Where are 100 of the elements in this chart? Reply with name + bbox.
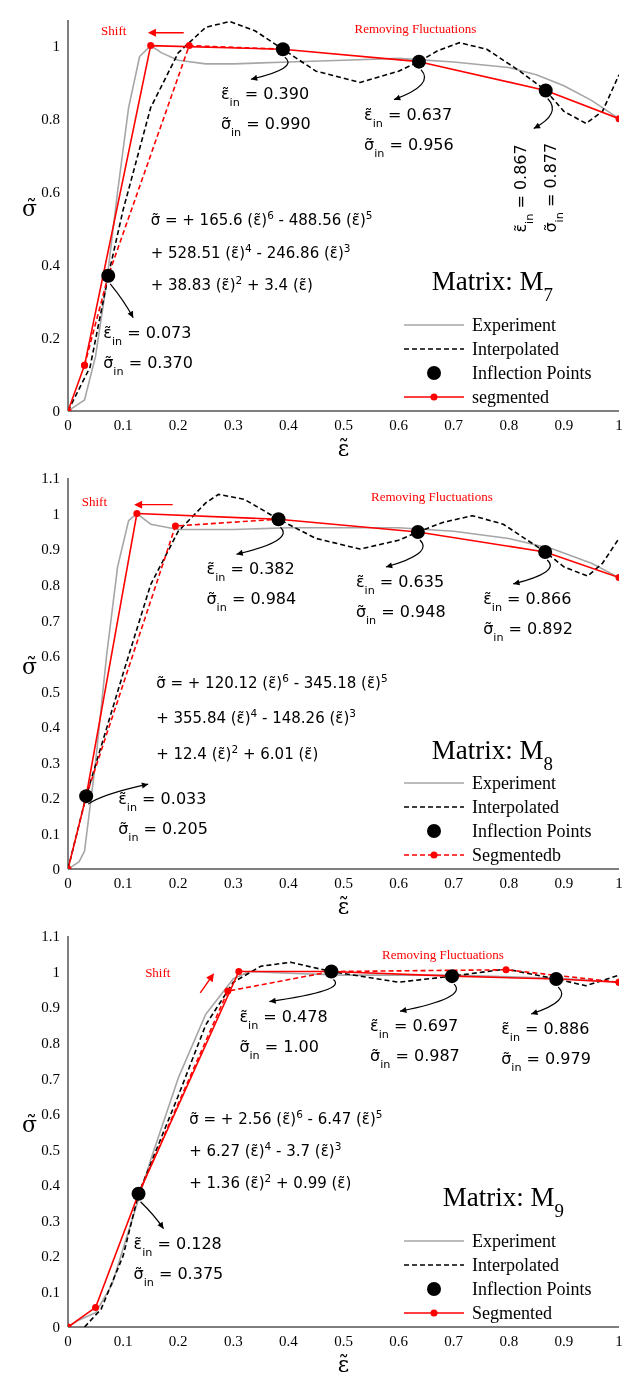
y-tick-label: 0.6 [41, 184, 61, 201]
point [171, 522, 179, 530]
x-tick-label: 0.4 [279, 1332, 299, 1349]
point [410, 525, 425, 540]
legend-label: Inflection Points [472, 821, 592, 841]
x-axis-title: ε̃ [337, 894, 350, 919]
y-tick-label: 0.4 [41, 719, 61, 736]
x-tick-label: 0.9 [554, 874, 574, 891]
legend-label: Interpolated [472, 339, 559, 359]
x-tick-label: 0.5 [334, 874, 353, 891]
y-tick-label: 0.9 [41, 999, 60, 1016]
annotation: σ̃ = + 165.6 (ε̃)$^{6}$ - 488.56 (ε̃)$^{5}$ [150, 208, 373, 229]
y-tick-label: 0.3 [41, 1212, 60, 1229]
y-tick-label: 0.6 [41, 648, 61, 665]
x-tick-label: 0.4 [279, 416, 299, 433]
annotation: Shift [145, 964, 171, 980]
annotation: Matrix: M$_{7}$ [431, 266, 553, 305]
y-tick-label: 0.8 [41, 110, 60, 127]
y-tick-label: 0.7 [41, 612, 61, 629]
x-tick-label: 0.2 [168, 416, 188, 433]
point [411, 54, 426, 69]
x-tick-label: 1 [615, 874, 623, 891]
annotation: ε̃$_{in}$ = 0.382 σ̃$_{in}$ = 0.984 [206, 559, 297, 614]
x-tick-label: 0.1 [113, 1332, 133, 1349]
point [445, 969, 460, 984]
annotation: ε̃$_{in}$ = 0.073 σ̃$_{in}$ = 0.370 [103, 322, 193, 378]
x-tick-label: 0.5 [334, 416, 353, 433]
point [101, 268, 116, 283]
annotation: ε̃$_{in}$ = 0.478 σ̃$_{in}$ = 1.00 [239, 1006, 328, 1062]
x-tick-label: 0.6 [389, 416, 409, 433]
x-tick-label: 0.1 [113, 416, 133, 433]
point [271, 512, 286, 527]
x-tick-label: 0.3 [223, 874, 243, 891]
point [185, 42, 193, 50]
y-axis-title: σ̃ [22, 653, 38, 679]
y-tick-label: 0.5 [41, 1141, 60, 1158]
annotation: Shift [101, 22, 127, 38]
x-tick-label: 0.3 [223, 416, 243, 433]
y-tick-label: 1 [52, 505, 60, 522]
x-tick-label: 0 [64, 874, 72, 891]
annotation: Removing Fluctuations [382, 947, 504, 963]
annotation: σ̃ = + 2.56 (ε̃)$^{6}$ - 6.47 (ε̃)$^{5}$ [189, 1108, 383, 1129]
y-tick-label: 1.1 [41, 928, 60, 945]
x-tick-label: 1 [615, 1332, 623, 1349]
x-tick-label: 0.7 [444, 1332, 464, 1349]
y-tick-label: 0.8 [41, 576, 60, 593]
x-tick-label: 0.7 [444, 416, 464, 433]
point [79, 789, 94, 804]
x-tick-label: 0.8 [499, 874, 519, 891]
y-tick-label: 0.6 [41, 1106, 61, 1123]
annotation: ε̃$_{in}$ = 0.886 σ̃$_{in}$ = 0.979 [501, 1019, 591, 1074]
x-tick-label: 0 [64, 1332, 72, 1349]
x-tick-label: 0.8 [499, 416, 519, 433]
y-tick-label: 0.7 [41, 1070, 61, 1087]
x-tick-label: 1 [615, 416, 623, 433]
x-tick-label: 0.7 [444, 874, 464, 891]
annotation: ε̃$_{in}$ = 0.637 σ̃$_{in}$ = 0.956 [363, 104, 454, 160]
legend-label: Segmented [472, 1303, 552, 1323]
x-tick-label: 0.5 [334, 1332, 353, 1349]
x-tick-label: 0 [64, 416, 72, 433]
y-tick-label: 0.2 [41, 790, 60, 807]
legend-label: Experiment [472, 315, 556, 335]
x-tick-label: 0.6 [389, 1332, 409, 1349]
annotation: ε̃$_{in}$ = 0.128 σ̃$_{in}$ = 0.375 [133, 1233, 224, 1289]
y-tick-label: 0 [52, 403, 60, 420]
legend-label: Experiment [472, 1231, 556, 1251]
point [131, 1186, 146, 1201]
y-axis-title: σ̃ [22, 195, 38, 221]
x-tick-label: 0.8 [499, 1332, 519, 1349]
point [538, 83, 553, 98]
legend-label: Interpolated [472, 1255, 559, 1275]
y-tick-label: 0.9 [41, 541, 60, 558]
annotation: ε̃$_{in}$ = 0.697 σ̃$_{in}$ = 0.987 [370, 1016, 460, 1071]
x-axis-title: ε̃ [337, 1352, 350, 1377]
annotation: + 528.51 (ε̃)$^{4}$ - 246.86 (ε̃)$^{3}$ [150, 241, 351, 262]
y-tick-label: 0.2 [41, 1248, 60, 1265]
point [92, 1303, 100, 1311]
annotation: + 6.27 (ε̃)$^{4}$ - 3.7 (ε̃)$^{3}$ [189, 1140, 342, 1161]
point [324, 964, 339, 979]
point [235, 968, 243, 976]
annotation: Shift [81, 494, 108, 510]
point [538, 544, 553, 559]
y-tick-label: 1 [52, 963, 60, 980]
y-tick-label: 0.1 [41, 1283, 60, 1300]
x-tick-label: 0.6 [389, 874, 409, 891]
x-tick-label: 0.2 [168, 1332, 188, 1349]
annotation: ε̃$_{in}$ = 0.390 σ̃$_{in}$ = 0.990 [220, 84, 311, 139]
annotation: Removing Fluctuations [354, 20, 477, 36]
legend-label: Interpolated [472, 797, 559, 817]
legend-label: segmented [472, 387, 549, 407]
annotation: ε̃$_{in}$ = 0.866 σ̃$_{in}$ = 0.892 [483, 588, 573, 644]
annotation: ε̃$_{in}$ = 0.635 σ̃$_{in}$ = 0.948 [355, 572, 446, 627]
x-tick-label: 0.3 [223, 1332, 243, 1349]
y-tick-label: 0.1 [41, 825, 60, 842]
annotation: Matrix: M$_{8}$ [431, 734, 553, 774]
x-axis-title: ε̃ [337, 436, 350, 461]
x-tick-label: 0.2 [168, 874, 188, 891]
y-tick-label: 0.3 [41, 754, 60, 771]
point [224, 987, 232, 995]
point [275, 42, 290, 57]
